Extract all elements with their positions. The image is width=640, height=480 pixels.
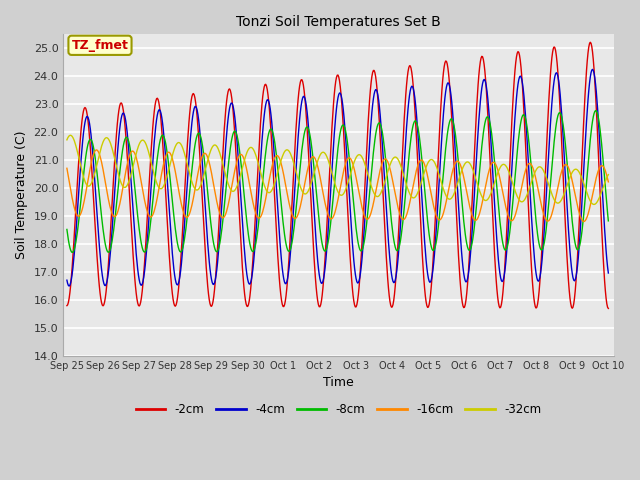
-2cm: [73, 191, 81, 197]
Title: Tonzi Soil Temperatures Set B: Tonzi Soil Temperatures Set B: [236, 15, 441, 29]
-8cm: [420, 178, 428, 184]
-8cm: [63, 227, 71, 232]
-4cm: [420, 228, 428, 233]
-32cm: [67, 132, 74, 138]
Y-axis label: Soil Temperature (C): Soil Temperature (C): [15, 131, 28, 259]
-32cm: [404, 187, 412, 192]
-4cm: [63, 277, 71, 283]
-32cm: [184, 165, 192, 170]
-4cm: [605, 270, 612, 276]
-32cm: [420, 171, 428, 177]
Line: -8cm: -8cm: [67, 110, 609, 252]
-8cm: [184, 205, 192, 211]
Line: -32cm: -32cm: [67, 135, 609, 204]
-32cm: [74, 149, 81, 155]
Line: -4cm: -4cm: [67, 70, 609, 286]
-8cm: [213, 249, 221, 254]
-2cm: [184, 142, 191, 147]
-16cm: [605, 179, 612, 185]
-32cm: [213, 144, 221, 149]
-4cm: [589, 67, 596, 72]
-16cm: [213, 199, 221, 204]
-8cm: [68, 250, 76, 255]
-4cm: [65, 283, 73, 289]
-16cm: [92, 147, 100, 153]
-4cm: [404, 106, 412, 112]
-2cm: [403, 74, 411, 80]
Text: TZ_fmet: TZ_fmet: [72, 39, 129, 52]
-16cm: [184, 214, 192, 219]
-32cm: [590, 202, 598, 207]
-2cm: [63, 303, 71, 309]
-16cm: [404, 207, 412, 213]
Line: -16cm: -16cm: [67, 150, 609, 221]
-16cm: [580, 218, 588, 224]
-2cm: [586, 39, 594, 45]
-16cm: [63, 166, 71, 171]
-16cm: [73, 212, 81, 217]
-2cm: [212, 269, 220, 275]
-4cm: [129, 210, 137, 216]
-8cm: [74, 228, 81, 234]
X-axis label: Time: Time: [323, 376, 354, 389]
-4cm: [213, 267, 221, 273]
-2cm: [129, 241, 136, 247]
-2cm: [419, 265, 427, 271]
Line: -2cm: -2cm: [67, 42, 609, 309]
-2cm: [605, 306, 612, 312]
-4cm: [184, 166, 192, 172]
-32cm: [63, 137, 71, 143]
-16cm: [129, 148, 137, 154]
-32cm: [129, 163, 137, 168]
-8cm: [404, 163, 412, 168]
-16cm: [420, 160, 428, 166]
-8cm: [592, 108, 600, 113]
Legend: -2cm, -4cm, -8cm, -16cm, -32cm: -2cm, -4cm, -8cm, -16cm, -32cm: [131, 398, 546, 421]
-32cm: [605, 172, 612, 178]
-4cm: [74, 208, 81, 214]
-8cm: [605, 218, 612, 224]
-8cm: [129, 169, 137, 175]
